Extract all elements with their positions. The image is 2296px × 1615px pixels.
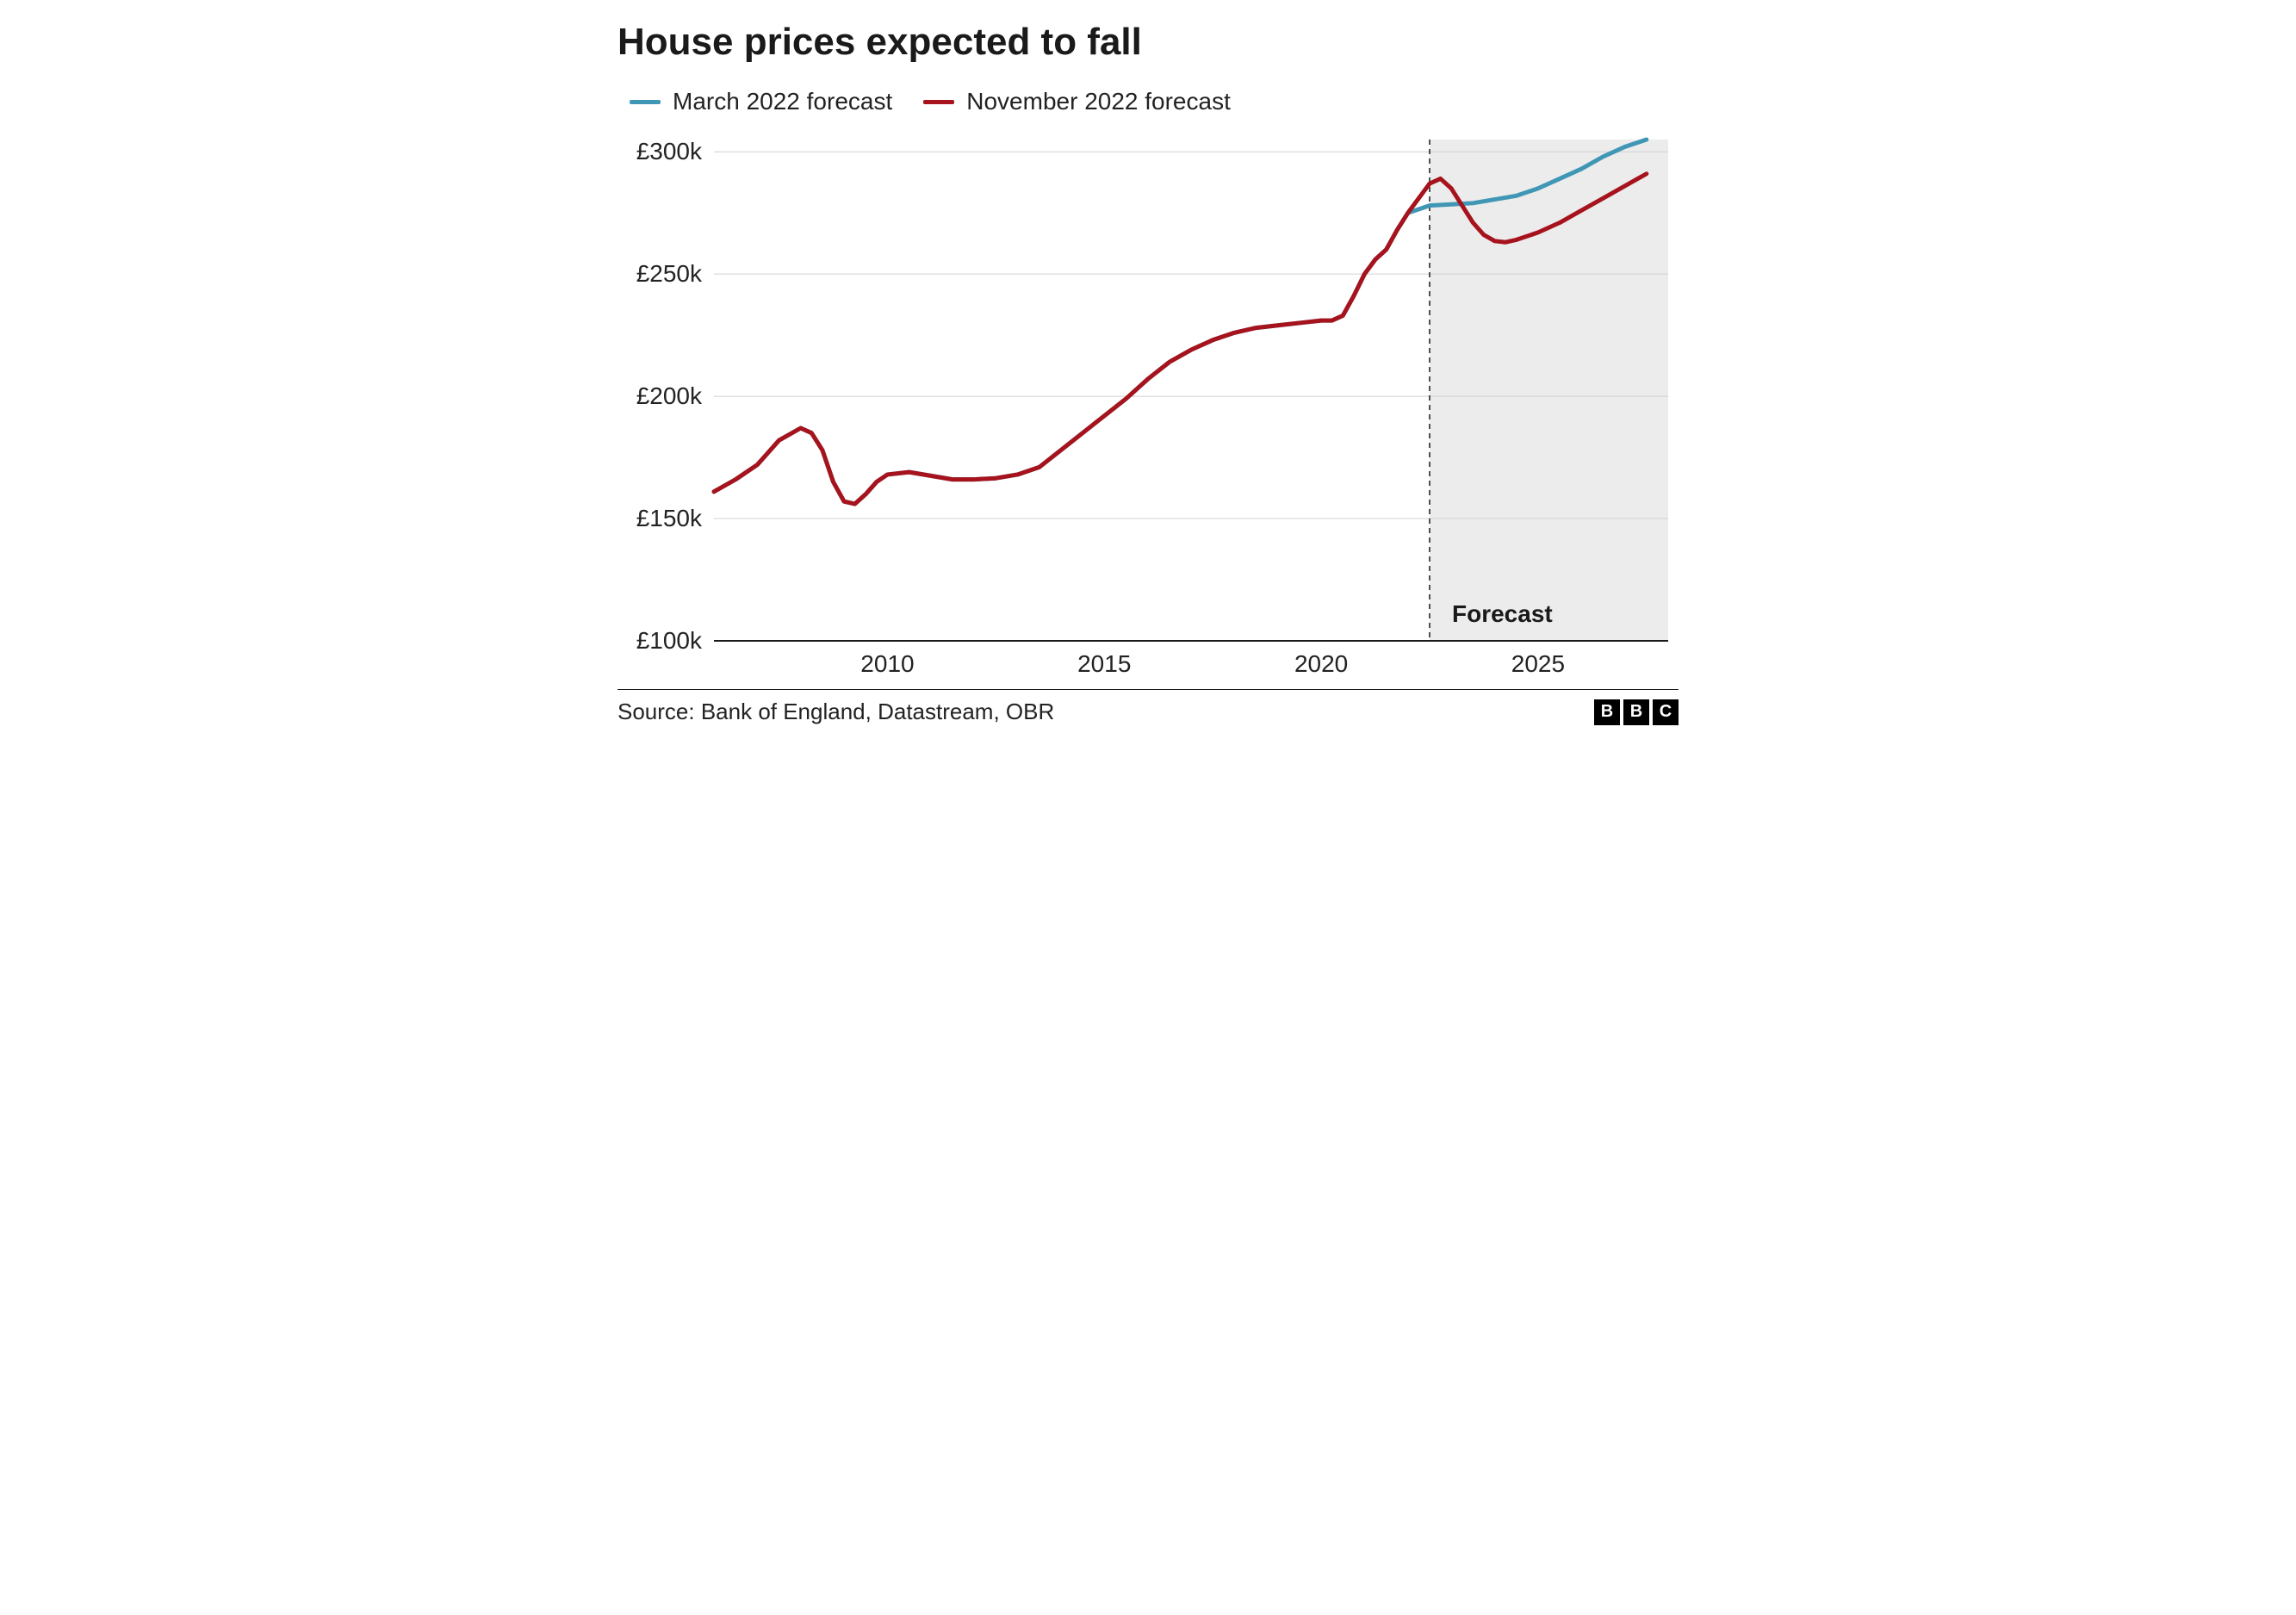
legend-label-march: March 2022 forecast <box>673 88 892 115</box>
bbc-logo-letter: B <box>1594 699 1620 725</box>
y-tick-label: £150k <box>636 505 703 531</box>
y-tick-label: £250k <box>636 260 703 287</box>
legend-item-november: November 2022 forecast <box>923 88 1231 115</box>
bbc-logo-letter: C <box>1653 699 1679 725</box>
legend-label-november: November 2022 forecast <box>966 88 1231 115</box>
chart-title: House prices expected to fall <box>617 21 1679 64</box>
forecast-label: Forecast <box>1452 600 1553 627</box>
chart-svg: £100k £150k £200k £250k £300k 2010 2015 2020 202… <box>617 133 1677 684</box>
x-tick-label: 2010 <box>860 650 914 677</box>
x-tick-label: 2020 <box>1294 650 1348 677</box>
legend: March 2022 forecast November 2022 foreca… <box>630 88 1679 115</box>
source-text: Source: Bank of England, Datastream, OBR <box>617 699 1054 725</box>
forecast-region <box>1430 140 1668 641</box>
y-tick-label: £200k <box>636 382 703 409</box>
chart: £100k £150k £200k £250k £300k 2010 2015 2020 202… <box>617 133 1679 684</box>
legend-item-march: March 2022 forecast <box>630 88 892 115</box>
y-tick-label: £300k <box>636 138 703 165</box>
legend-swatch-march <box>630 100 661 104</box>
bbc-logo: B B C <box>1594 699 1679 725</box>
y-tick-label: £100k <box>636 627 703 654</box>
legend-swatch-november <box>923 100 954 104</box>
bbc-logo-letter: B <box>1623 699 1649 725</box>
footer: Source: Bank of England, Datastream, OBR… <box>617 689 1679 725</box>
x-tick-label: 2015 <box>1077 650 1131 677</box>
x-tick-label: 2025 <box>1511 650 1565 677</box>
